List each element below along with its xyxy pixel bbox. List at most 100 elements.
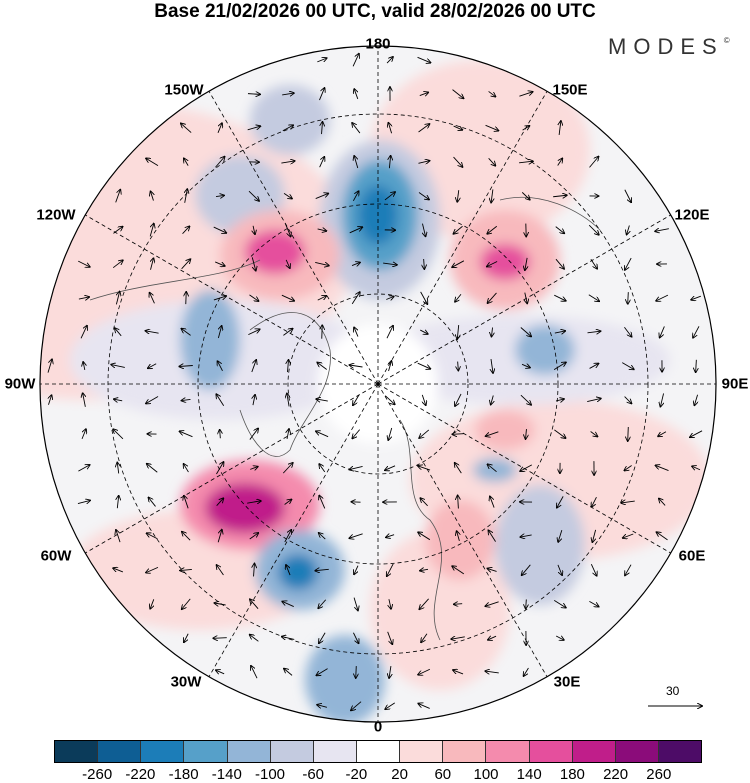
lon-label-30e: 30E xyxy=(553,673,581,691)
wind-vector-arrow xyxy=(83,393,86,407)
wind-vector-arrow xyxy=(251,257,255,270)
wind-vector-arrow xyxy=(315,261,329,265)
wind-vector-arrow xyxy=(522,126,530,130)
wind-vector-arrow xyxy=(421,633,428,643)
wind-vector-arrow xyxy=(184,496,189,509)
wind-vector-arrow xyxy=(148,498,156,507)
wind-vector-arrow xyxy=(249,294,258,301)
wind-vector-arrow xyxy=(457,531,460,541)
wind-vector-arrow xyxy=(218,361,223,372)
wind-vector-arrow xyxy=(112,260,123,269)
wind-vector-arrow xyxy=(590,564,596,576)
meridian-line xyxy=(83,213,379,385)
wind-vector-arrow xyxy=(350,365,363,367)
wind-vector-arrow xyxy=(147,533,158,540)
wind-vector-arrow xyxy=(622,362,634,370)
wind-vector-arrow xyxy=(519,161,533,163)
lon-label-120w: 120W xyxy=(36,206,76,224)
anomaly-region xyxy=(305,635,385,722)
wind-vector-arrow xyxy=(627,225,630,234)
wind-vector-arrow xyxy=(213,226,227,233)
wind-vector-arrow xyxy=(386,57,393,64)
wind-vector-arrow xyxy=(554,331,565,333)
anomaly-region xyxy=(495,485,585,605)
wind-vector-arrow xyxy=(254,564,255,577)
wind-vector-arrow xyxy=(386,535,395,538)
wind-vector-arrow xyxy=(150,293,155,304)
wind-vector-arrow xyxy=(146,158,159,167)
wind-vector-arrow xyxy=(389,156,390,169)
wind-vector-arrow xyxy=(322,122,323,135)
wind-vector-arrow xyxy=(253,225,255,234)
wind-vector-arrow xyxy=(384,395,394,405)
wind-vector-arrow xyxy=(453,225,463,234)
wind-vector-arrow xyxy=(182,226,190,234)
wind-vector-arrow xyxy=(488,530,496,542)
wind-vector-arrow xyxy=(660,393,663,406)
wind-vector-arrow xyxy=(249,428,258,440)
wind-vector-arrow xyxy=(587,331,601,333)
colorbar-swatch xyxy=(227,741,271,762)
wind-vector-arrow xyxy=(182,598,191,609)
coastline-greenland xyxy=(239,312,331,457)
wind-vector-arrow xyxy=(555,258,564,269)
wind-vector-arrow xyxy=(488,158,496,165)
wind-vector-arrow xyxy=(247,94,260,95)
wind-vector-arrow xyxy=(181,259,191,270)
wind-vector-arrow xyxy=(282,463,292,474)
wind-vector-arrow xyxy=(656,294,669,301)
wind-vector-arrow xyxy=(418,192,429,200)
wind-vector-arrow xyxy=(213,638,227,639)
wind-vector-arrow xyxy=(589,364,599,369)
wind-vector-arrow xyxy=(485,601,499,606)
wind-vector-arrow xyxy=(287,429,289,440)
wind-vector-arrow xyxy=(315,193,329,199)
meridian-line xyxy=(377,383,549,679)
map-title: Base 21/02/2026 00 UTC, valid 28/02/2026… xyxy=(154,1,596,22)
wind-vector-arrow xyxy=(452,566,465,575)
wind-vector-arrow xyxy=(389,599,391,609)
wind-vector-arrow xyxy=(352,123,361,134)
colorbar-swatch xyxy=(313,741,357,762)
wind-vector-arrow xyxy=(113,227,122,234)
colorbar-tick: 260 xyxy=(646,766,672,783)
meridian-line xyxy=(377,89,549,385)
wind-vector-arrow xyxy=(420,569,429,570)
colorbar-tick: -100 xyxy=(254,766,286,783)
wind-vector-arrow xyxy=(319,88,324,101)
wind-vector-arrow xyxy=(284,530,291,543)
wind-vector-arrow xyxy=(491,359,493,373)
wind-vector-arrow xyxy=(388,123,391,134)
wind-vector-arrow xyxy=(214,603,226,605)
wind-vector-arrow xyxy=(184,464,189,473)
wind-vector-arrow xyxy=(694,394,697,406)
wind-vector-arrow xyxy=(453,670,464,675)
wind-vector-arrow xyxy=(48,395,51,405)
wind-vector-arrow xyxy=(80,326,87,339)
wind-vector-arrow xyxy=(624,189,631,202)
wind-vector-arrow xyxy=(284,669,293,676)
wind-vector-arrow xyxy=(487,569,497,572)
wind-vector-arrow xyxy=(281,294,294,301)
lon-label-60e: 60E xyxy=(678,547,706,565)
wind-vector-arrow xyxy=(623,533,634,538)
wind-vector-arrow xyxy=(83,362,85,371)
wind-vector-arrow xyxy=(354,565,359,575)
wind-vector-arrow xyxy=(554,429,565,438)
wind-vector-arrow xyxy=(114,399,123,401)
wind-vector-arrow xyxy=(317,58,326,62)
wind-vector-arrow xyxy=(317,362,327,370)
wind-vector-arrow xyxy=(250,467,258,470)
wind-vector-arrow xyxy=(424,258,425,269)
wind-vector-arrow xyxy=(150,599,154,608)
wind-vector-arrow xyxy=(590,259,597,268)
wind-vector-arrow xyxy=(420,330,428,334)
wind-vector-arrow xyxy=(519,92,532,97)
anomaly-region xyxy=(250,85,330,155)
meridian-line xyxy=(207,89,379,385)
anomaly-region xyxy=(425,500,495,580)
wind-vector-arrow xyxy=(113,568,124,573)
wind-vector-arrow xyxy=(624,396,632,404)
wind-vector-arrow xyxy=(352,429,361,439)
